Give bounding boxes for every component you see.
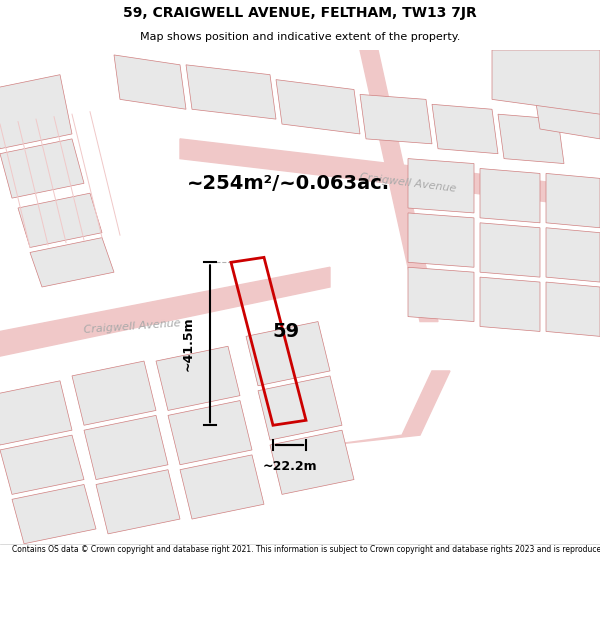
Polygon shape [480,169,540,222]
Polygon shape [0,268,330,356]
Polygon shape [546,228,600,282]
Polygon shape [84,416,168,479]
Text: ~41.5m: ~41.5m [182,316,195,371]
Polygon shape [360,50,438,321]
Polygon shape [30,238,114,287]
Polygon shape [96,470,180,534]
Polygon shape [180,455,264,519]
Polygon shape [270,430,354,494]
Polygon shape [258,376,342,440]
Text: ~254m²/~0.063ac.: ~254m²/~0.063ac. [187,174,389,192]
Polygon shape [276,79,360,134]
Polygon shape [156,346,240,411]
Polygon shape [408,159,474,213]
Polygon shape [72,361,156,425]
Polygon shape [492,50,600,114]
Polygon shape [330,371,450,445]
Text: Contains OS data © Crown copyright and database right 2021. This information is : Contains OS data © Crown copyright and d… [12,546,600,554]
Polygon shape [114,55,186,109]
Polygon shape [0,74,72,149]
Polygon shape [360,94,432,144]
Polygon shape [0,139,84,198]
Polygon shape [498,114,564,164]
Text: 59, CRAIGWELL AVENUE, FELTHAM, TW13 7JR: 59, CRAIGWELL AVENUE, FELTHAM, TW13 7JR [123,6,477,19]
Text: Craigwell Avenue: Craigwell Avenue [359,173,457,194]
Polygon shape [546,173,600,228]
Polygon shape [0,381,72,445]
Text: Craigwell Avenue: Craigwell Avenue [83,318,181,335]
Polygon shape [246,321,330,386]
Text: 59: 59 [273,322,300,341]
Polygon shape [480,277,540,331]
Text: ~22.2m: ~22.2m [262,460,317,472]
Polygon shape [168,401,252,465]
Polygon shape [186,65,276,119]
Polygon shape [0,435,84,494]
Polygon shape [408,268,474,321]
Polygon shape [432,104,498,154]
Polygon shape [18,193,102,248]
Polygon shape [546,282,600,336]
Polygon shape [12,484,96,544]
Polygon shape [534,89,600,139]
Polygon shape [180,139,600,208]
Polygon shape [408,213,474,268]
Polygon shape [480,222,540,277]
Text: Map shows position and indicative extent of the property.: Map shows position and indicative extent… [140,32,460,43]
